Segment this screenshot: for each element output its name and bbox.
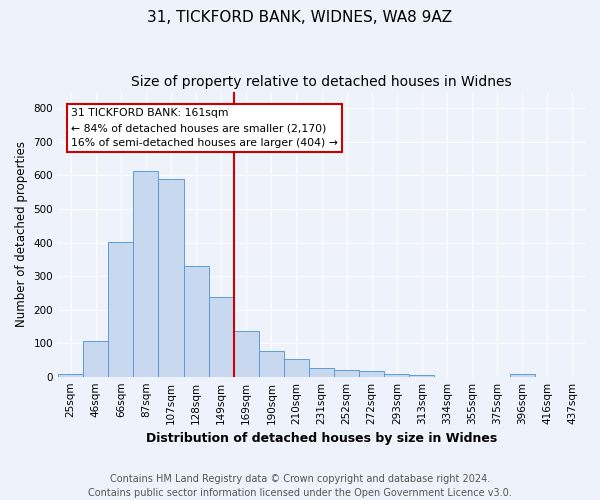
Text: Contains HM Land Registry data © Crown copyright and database right 2024.
Contai: Contains HM Land Registry data © Crown c… [88, 474, 512, 498]
Bar [309, 368, 334, 376]
Bar [58, 374, 83, 376]
Text: 31 TICKFORD BANK: 161sqm
← 84% of detached houses are smaller (2,170)
16% of sem: 31 TICKFORD BANK: 161sqm ← 84% of detach… [71, 108, 338, 148]
Title: Size of property relative to detached houses in Widnes: Size of property relative to detached ho… [131, 75, 512, 89]
Text: 31, TICKFORD BANK, WIDNES, WA8 9AZ: 31, TICKFORD BANK, WIDNES, WA8 9AZ [148, 10, 452, 25]
Bar [384, 374, 409, 376]
Bar [158, 179, 184, 376]
Bar [83, 341, 108, 376]
Bar [259, 350, 284, 376]
Bar [359, 371, 384, 376]
Bar [284, 359, 309, 376]
Bar [108, 242, 133, 376]
Bar [209, 297, 233, 376]
Bar [133, 170, 158, 376]
Y-axis label: Number of detached properties: Number of detached properties [15, 141, 28, 327]
Bar [510, 374, 535, 376]
X-axis label: Distribution of detached houses by size in Widnes: Distribution of detached houses by size … [146, 432, 497, 445]
Bar [184, 266, 209, 376]
Bar [233, 332, 259, 376]
Bar [334, 370, 359, 376]
